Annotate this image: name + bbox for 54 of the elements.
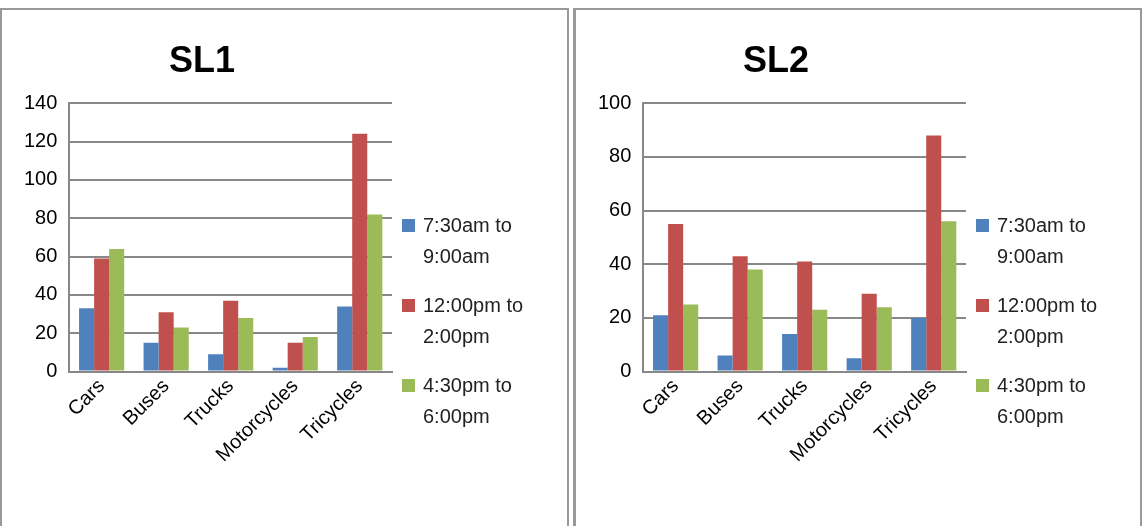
legend-label: 7:30am to 9:00am — [423, 213, 513, 269]
chart-title: SL1 — [168, 38, 236, 80]
legend-label: 7:30am to 9:00am — [997, 213, 1087, 269]
x-tick-label: Cars — [62, 374, 109, 420]
legend-label: 12:00pm to 2:00pm — [997, 293, 1099, 349]
bar — [208, 354, 224, 371]
legend-label: 4:30pm to 6:00pm — [997, 373, 1087, 429]
bar — [941, 221, 957, 371]
bar — [94, 258, 110, 371]
bar — [732, 256, 748, 371]
bar — [668, 223, 684, 371]
bar — [717, 355, 733, 371]
y-tick-label: 140 — [23, 90, 58, 113]
bar — [683, 304, 699, 371]
bar — [158, 312, 174, 371]
bar — [352, 133, 368, 371]
bar — [747, 269, 763, 371]
bar — [797, 261, 813, 371]
bar — [109, 248, 125, 371]
bar — [337, 306, 353, 371]
bar — [846, 358, 862, 371]
bar — [272, 367, 288, 371]
bar — [782, 334, 798, 371]
y-tick-label: 0 — [620, 359, 632, 382]
bar — [861, 293, 877, 371]
y-tick-label: 40 — [35, 282, 58, 305]
bar — [911, 317, 927, 371]
y-tick-label: 20 — [609, 305, 632, 328]
bar — [302, 337, 318, 371]
bar — [653, 315, 669, 371]
bar — [79, 308, 95, 371]
y-tick-label: 100 — [597, 90, 632, 113]
y-tick-label: 100 — [23, 167, 58, 190]
chart-title: SL2 — [742, 38, 810, 80]
y-tick-label: 40 — [609, 251, 632, 274]
bar — [926, 135, 942, 371]
y-tick-label: 80 — [609, 144, 632, 167]
y-tick-label: 60 — [609, 198, 632, 221]
bar — [143, 342, 159, 371]
y-tick-label: 0 — [46, 359, 58, 382]
bar — [238, 317, 254, 371]
bar — [876, 307, 892, 371]
y-tick-label: 60 — [35, 244, 58, 267]
legend-label: 12:00pm to 2:00pm — [423, 293, 525, 349]
x-tick-label: Cars — [636, 374, 683, 420]
bar — [223, 300, 239, 371]
bar — [812, 309, 828, 371]
y-tick-label: 120 — [23, 129, 58, 152]
legend-label: 4:30pm to 6:00pm — [423, 373, 513, 429]
bar — [287, 342, 303, 371]
y-tick-label: 20 — [35, 320, 58, 343]
bar — [173, 327, 189, 371]
y-tick-label: 80 — [35, 205, 58, 228]
bar — [367, 214, 383, 371]
